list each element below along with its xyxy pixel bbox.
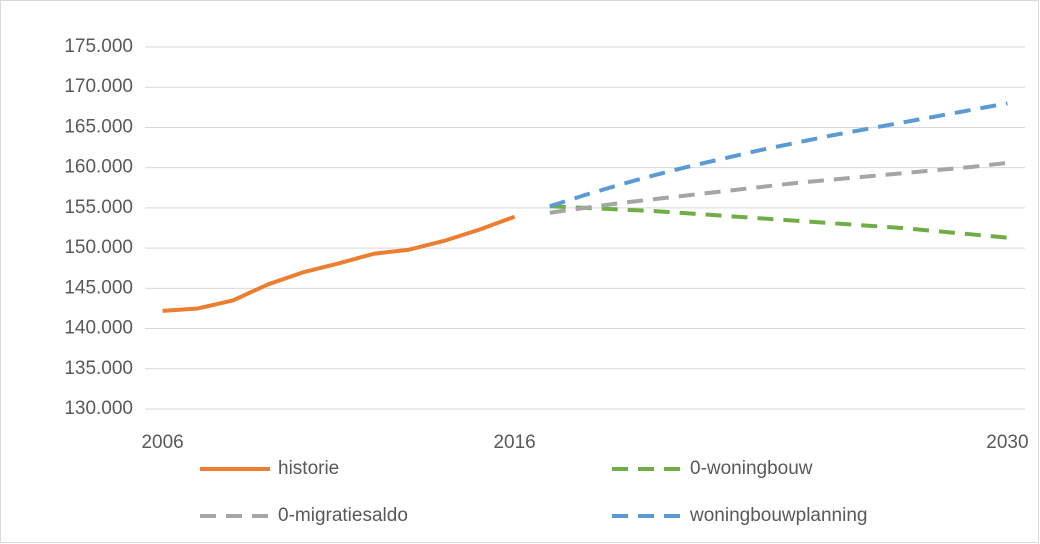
y-tick-label: 155.000 — [64, 197, 133, 218]
y-tick-label: 150.000 — [64, 237, 133, 258]
y-tick-label: 145.000 — [64, 277, 133, 298]
x-tick-label: 2016 — [493, 432, 535, 453]
y-tick-label: 135.000 — [64, 358, 133, 379]
y-tick-label: 170.000 — [64, 76, 133, 97]
series-line — [162, 214, 516, 313]
legend-label: historie — [278, 458, 339, 479]
legend-label: 0-woningbouw — [690, 458, 813, 479]
legend-label: woningbouwplanning — [689, 505, 867, 526]
y-tick-label: 175.000 — [64, 36, 133, 57]
y-tick-label: 165.000 — [64, 116, 133, 137]
y-tick-label: 160.000 — [64, 157, 133, 178]
legend-label: 0-migratiesaldo — [278, 505, 408, 526]
y-tick-label: 130.000 — [64, 398, 133, 419]
y-tick-label: 140.000 — [64, 318, 133, 339]
series-line — [549, 101, 1008, 209]
x-tick-label: 2006 — [141, 432, 183, 453]
x-tick-label: 2030 — [986, 432, 1028, 453]
